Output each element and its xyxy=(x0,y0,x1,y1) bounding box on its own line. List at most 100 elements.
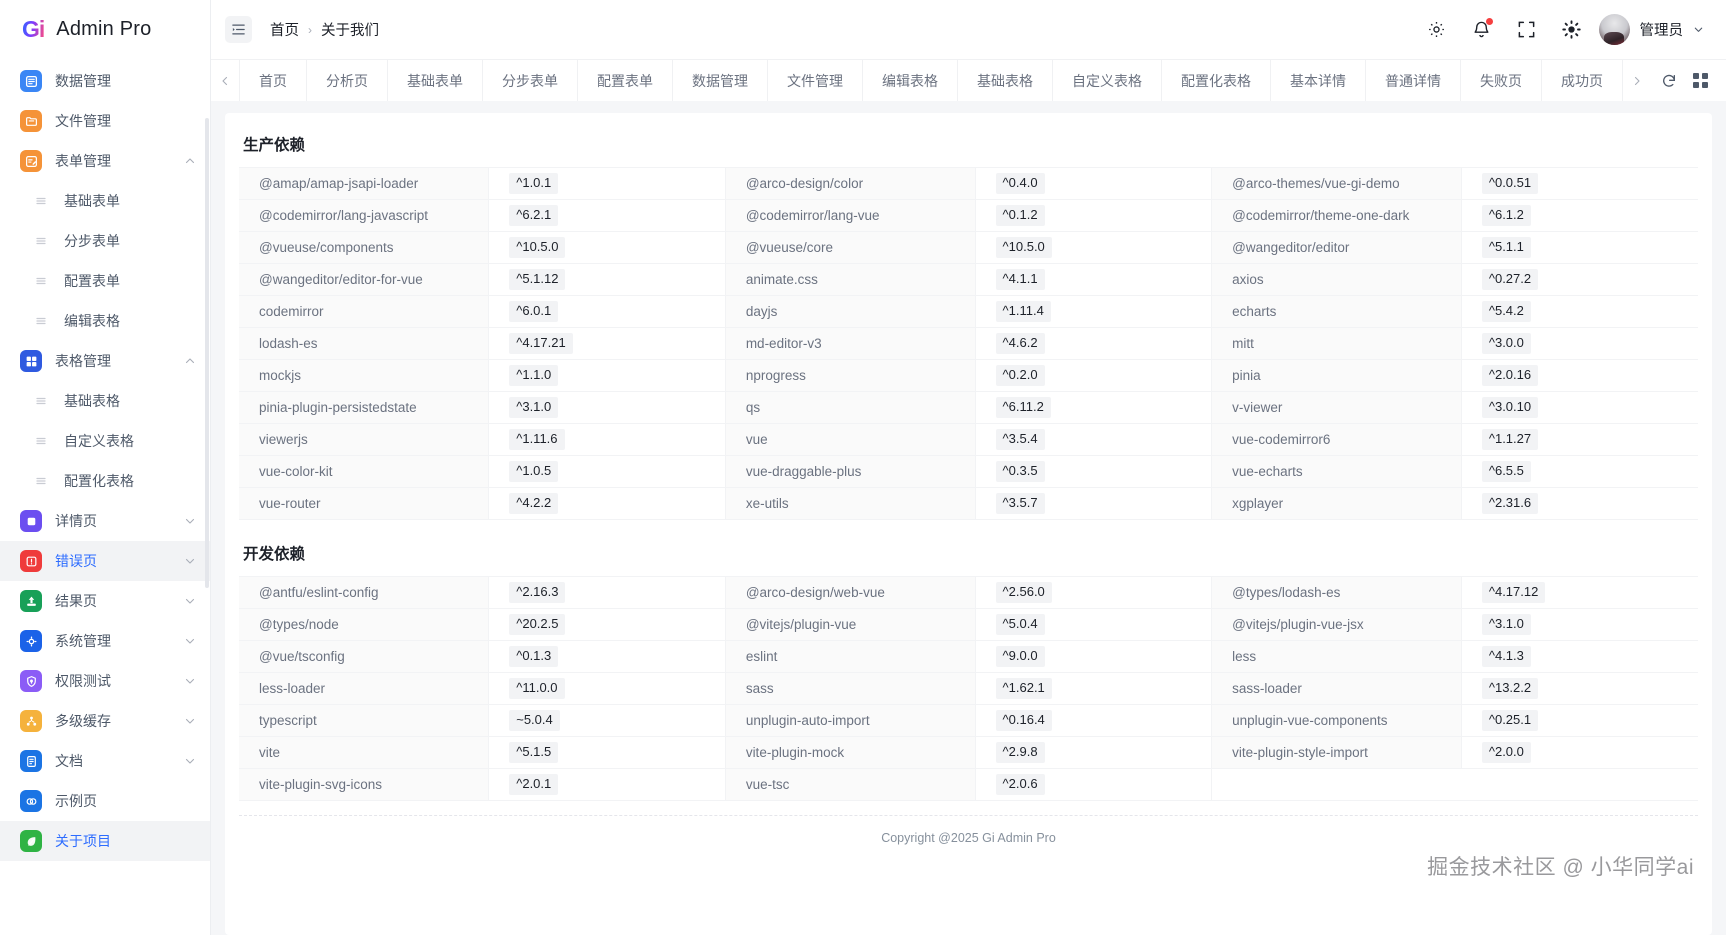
sidebar-item-6[interactable]: 编辑表格 xyxy=(0,301,210,341)
sidebar-menu: 数据管理 文件管理表单管理基础表单分步表单配置表单 编辑表格 表格管理 基础表格自定义表… xyxy=(0,59,210,935)
chevron-toggle-icon[interactable] xyxy=(184,515,196,527)
about-card: 生产依赖 @amap/amap-jsapi-loader ^1.0.1 @arco-… xyxy=(225,113,1712,935)
chevron-toggle-icon[interactable] xyxy=(184,675,196,687)
app-logo[interactable]: Gi Admin Pro xyxy=(0,0,210,59)
sidebar-item-5[interactable]: 配置表单 xyxy=(0,261,210,301)
tab-12[interactable]: 普通详情 xyxy=(1365,60,1460,101)
tab-1[interactable]: 分析页 xyxy=(306,60,387,101)
tab-9[interactable]: 自定义表格 xyxy=(1052,60,1161,101)
dep-version-cell: ^3.0.0 xyxy=(1461,327,1698,360)
refresh-icon[interactable] xyxy=(1661,73,1677,89)
dep-name-cell: axios xyxy=(1211,263,1462,296)
tab-5[interactable]: 数据管理 xyxy=(672,60,767,101)
bell-icon[interactable] xyxy=(1472,18,1493,39)
sidebar-item-9[interactable]: 自定义表格 xyxy=(0,421,210,461)
list-icon xyxy=(34,435,48,447)
tab-15[interactable]: 关于 xyxy=(1622,60,1623,101)
sidebar-item-11[interactable]: 详情页 xyxy=(0,501,210,541)
dep-version-cell: ^20.2.5 xyxy=(488,608,726,641)
sidebar-item-12[interactable]: 错误页 xyxy=(0,541,210,581)
breadcrumb-item-home[interactable]: 首页 xyxy=(270,23,299,39)
sidebar-item-13[interactable]: 结果页 xyxy=(0,581,210,621)
tab-2[interactable]: 基础表单 xyxy=(387,60,482,101)
theme-sun-icon[interactable] xyxy=(1561,20,1581,39)
tab-3[interactable]: 分步表单 xyxy=(482,60,577,101)
sidebar-scrollbar[interactable] xyxy=(205,118,209,588)
tab-8[interactable]: 基础表格 xyxy=(957,60,1052,101)
sidebar-item-17[interactable]: 文档 xyxy=(0,741,210,781)
chevron-toggle-icon[interactable] xyxy=(184,155,196,167)
dep-version-cell: ^0.1.3 xyxy=(488,640,726,673)
tab-0[interactable]: 首页 xyxy=(239,60,306,101)
dep-version-cell: ^3.1.0 xyxy=(1461,608,1698,641)
gear-icon[interactable] xyxy=(1427,20,1446,39)
list-icon xyxy=(34,475,48,487)
sidebar-item-3[interactable]: 基础表单 xyxy=(0,181,210,221)
version-badge: ^9.0.0 xyxy=(995,646,1045,667)
chevron-toggle-icon[interactable] xyxy=(184,635,196,647)
version-badge: ^4.6.2 xyxy=(995,333,1045,354)
header-icon-group xyxy=(1427,18,1581,39)
version-badge: ^1.11.6 xyxy=(509,429,565,450)
tab-7[interactable]: 编辑表格 xyxy=(862,60,957,101)
dep-name-cell: sass-loader xyxy=(1211,672,1462,705)
sidebar-item-7[interactable]: 表格管理 xyxy=(0,341,210,381)
example-page-icon xyxy=(20,790,42,812)
sidebar-item-16[interactable]: 多级缓存 xyxy=(0,701,210,741)
dep-version-cell: ^0.4.0 xyxy=(975,167,1213,200)
sidebar-item-0[interactable]: 数据管理 xyxy=(0,61,210,101)
version-badge: ^1.62.1 xyxy=(995,678,1052,699)
user-menu[interactable]: 管理员 xyxy=(1598,14,1705,45)
tab-13[interactable]: 失败页 xyxy=(1460,60,1541,101)
grid-icon[interactable] xyxy=(1693,73,1708,88)
dep-name-cell: @vueuse/components xyxy=(239,231,490,264)
tab-11[interactable]: 基本详情 xyxy=(1270,60,1365,101)
fullscreen-icon[interactable] xyxy=(1517,20,1536,39)
chevron-toggle-icon[interactable] xyxy=(184,595,196,607)
tab-prev-button[interactable] xyxy=(211,60,239,101)
sidebar-item-8[interactable]: 基础表格 xyxy=(0,381,210,421)
chevron-down-icon xyxy=(1693,24,1704,35)
dep-name-cell: vue-tsc xyxy=(725,768,976,801)
sidebar-item-4[interactable]: 分步表单 xyxy=(0,221,210,261)
sidebar-item-15[interactable]: 权限测试 xyxy=(0,661,210,701)
tab-10[interactable]: 配置化表格 xyxy=(1161,60,1270,101)
dep-version-cell: ^5.0.4 xyxy=(975,608,1213,641)
chevron-toggle-icon[interactable] xyxy=(184,355,196,367)
sidebar-item-2[interactable]: 表单管理 xyxy=(0,141,210,181)
dep-name-cell: typescript xyxy=(239,704,490,737)
sidebar-item-1[interactable]: 文件管理 xyxy=(0,101,210,141)
sidebar-item-18[interactable]: 示例页 xyxy=(0,781,210,821)
version-badge: ^6.11.2 xyxy=(995,397,1051,418)
tab-6[interactable]: 文件管理 xyxy=(767,60,862,101)
table-row: less-loader ^11.0.0 sass ^1.62.1 sass-loader… xyxy=(239,672,1698,705)
sidebar-item-label: 分步表单 xyxy=(64,233,120,249)
dep-name-cell: vite xyxy=(239,736,490,769)
sidebar-item-14[interactable]: 系统管理 xyxy=(0,621,210,661)
dep-name-cell: sass xyxy=(725,672,976,705)
version-badge: ^5.0.4 xyxy=(995,614,1045,635)
menu-fold-icon[interactable] xyxy=(225,16,252,43)
prod-deps-title: 生产依赖 xyxy=(243,137,306,154)
sidebar-item-19[interactable]: 关于项目 xyxy=(0,821,210,861)
table-row: vite ^5.1.5 vite-plugin-mock ^2.9.8 vite-plu… xyxy=(239,736,1698,769)
chevron-toggle-icon[interactable] xyxy=(184,715,196,727)
sidebar-item-10[interactable]: 配置化表格 xyxy=(0,461,210,501)
dep-name-cell: vue-router xyxy=(239,487,490,520)
dep-name-cell: dayjs xyxy=(725,295,976,328)
chevron-toggle-icon[interactable] xyxy=(184,555,196,567)
dep-name-cell: md-editor-v3 xyxy=(725,327,976,360)
sidebar-item-label: 自定义表格 xyxy=(64,433,134,449)
version-badge: ^3.5.7 xyxy=(995,493,1045,514)
sidebar-item-label: 表单管理 xyxy=(55,153,111,169)
tab-4[interactable]: 配置表单 xyxy=(577,60,672,101)
chevron-toggle-icon[interactable] xyxy=(184,755,196,767)
tab-next-button[interactable] xyxy=(1623,60,1651,101)
list-icon xyxy=(34,235,48,247)
table-row: @antfu/eslint-config ^2.16.3 @arco-design/… xyxy=(239,576,1698,609)
sidebar-item-label: 错误页 xyxy=(55,553,97,569)
table-row: @amap/amap-jsapi-loader ^1.0.1 @arco-desig… xyxy=(239,167,1698,200)
table-row: vite-plugin-svg-icons ^2.0.1 vue-tsc ^2.0.6 xyxy=(239,768,1698,801)
breadcrumb-item-about[interactable]: 关于我们 xyxy=(321,23,379,39)
tab-14[interactable]: 成功页 xyxy=(1541,60,1622,101)
